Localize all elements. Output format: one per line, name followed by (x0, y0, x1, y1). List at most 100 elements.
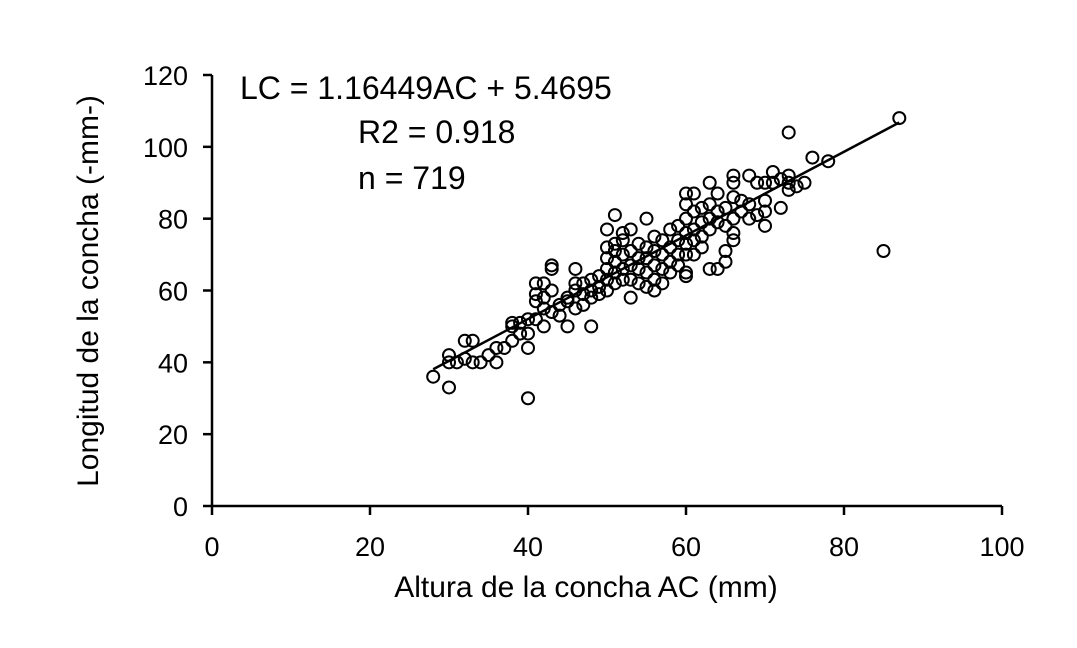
data-point (426, 369, 441, 384)
data-point (647, 229, 662, 244)
data-point (615, 247, 630, 262)
data-point (600, 222, 614, 237)
data-point (758, 175, 772, 190)
data-point (442, 380, 456, 395)
data-point (765, 164, 780, 179)
data-point (726, 175, 741, 190)
annotation-r2: R2 = 0.918 (358, 114, 515, 150)
annotation-n: n = 719 (358, 160, 466, 196)
data-point (718, 243, 733, 258)
data-point (647, 258, 662, 273)
data-point (544, 283, 559, 298)
data-point (639, 279, 654, 294)
data-point (773, 200, 788, 215)
data-point (623, 222, 638, 237)
data-point (584, 319, 599, 334)
data-point (607, 276, 622, 291)
data-point (797, 175, 812, 190)
y-tick-label: 100 (143, 133, 188, 163)
data-point (521, 312, 535, 327)
data-point (576, 297, 591, 312)
data-point (742, 168, 757, 183)
data-point (671, 258, 686, 273)
data-point (647, 283, 662, 298)
data-point (663, 222, 678, 237)
data-point (726, 211, 741, 226)
data-point (521, 326, 535, 341)
data-point (615, 272, 630, 287)
data-point (600, 283, 614, 298)
data-point (686, 233, 701, 248)
data-point (552, 308, 567, 323)
data-point (742, 211, 757, 226)
x-ticks: 0 20 40 60 80 100 (204, 506, 1025, 562)
data-point (489, 340, 504, 355)
data-point (473, 355, 488, 370)
data-point (781, 125, 796, 140)
x-tick-label: 20 (355, 532, 385, 562)
data-point (655, 233, 670, 248)
annotation-equation: LC = 1.16449AC + 5.4695 (240, 70, 612, 106)
data-point (600, 261, 614, 276)
data-point (679, 197, 693, 212)
x-tick-label: 0 (204, 532, 219, 562)
x-tick-label: 80 (829, 532, 859, 562)
data-point (505, 333, 520, 348)
data-point (536, 319, 551, 334)
axes (210, 75, 1002, 508)
data-point (710, 186, 725, 201)
data-point (663, 254, 678, 269)
data-point (671, 233, 686, 248)
data-point (702, 197, 717, 212)
data-point (694, 229, 709, 244)
data-point (521, 340, 535, 355)
data-point (631, 276, 646, 291)
data-point (607, 236, 622, 251)
data-point (679, 265, 693, 280)
data-point (607, 208, 622, 223)
data-point (671, 218, 686, 233)
data-point (679, 186, 693, 201)
data-point (513, 326, 528, 341)
data-point (465, 333, 480, 348)
data-point (607, 254, 622, 269)
data-point (521, 391, 535, 406)
y-ticks: 0 20 40 60 80 100 120 (143, 61, 212, 522)
data-point (560, 319, 575, 334)
data-point (781, 182, 796, 197)
y-tick-label: 40 (158, 348, 188, 378)
data-point (750, 208, 765, 223)
data-point (647, 272, 662, 287)
data-point (876, 243, 891, 258)
data-point (726, 190, 741, 205)
data-point (655, 261, 670, 276)
data-point (686, 186, 701, 201)
data-point (528, 276, 543, 291)
data-point (536, 276, 551, 291)
data-point (568, 301, 583, 316)
data-point (489, 355, 504, 370)
data-point (615, 226, 630, 241)
data-point (536, 290, 551, 305)
data-point (702, 175, 717, 190)
y-tick-label: 80 (158, 205, 188, 235)
data-point (781, 175, 796, 190)
data-point (718, 254, 733, 269)
data-point (623, 290, 638, 305)
x-axis-title: Altura de la concha AC (mm) (394, 571, 777, 604)
data-point (592, 287, 607, 302)
data-point (457, 333, 472, 348)
data-point (805, 150, 820, 165)
x-tick-label: 100 (979, 532, 1024, 562)
data-point (615, 233, 630, 248)
y-tick-label: 120 (143, 61, 188, 91)
y-axis-title: Longitud de la concha (-mm-) (72, 95, 105, 487)
data-point (623, 243, 638, 258)
data-point (671, 247, 686, 262)
data-point (607, 243, 622, 258)
data-point (600, 251, 614, 266)
data-point (758, 204, 772, 219)
data-point (663, 265, 678, 280)
x-tick-label: 60 (671, 532, 701, 562)
